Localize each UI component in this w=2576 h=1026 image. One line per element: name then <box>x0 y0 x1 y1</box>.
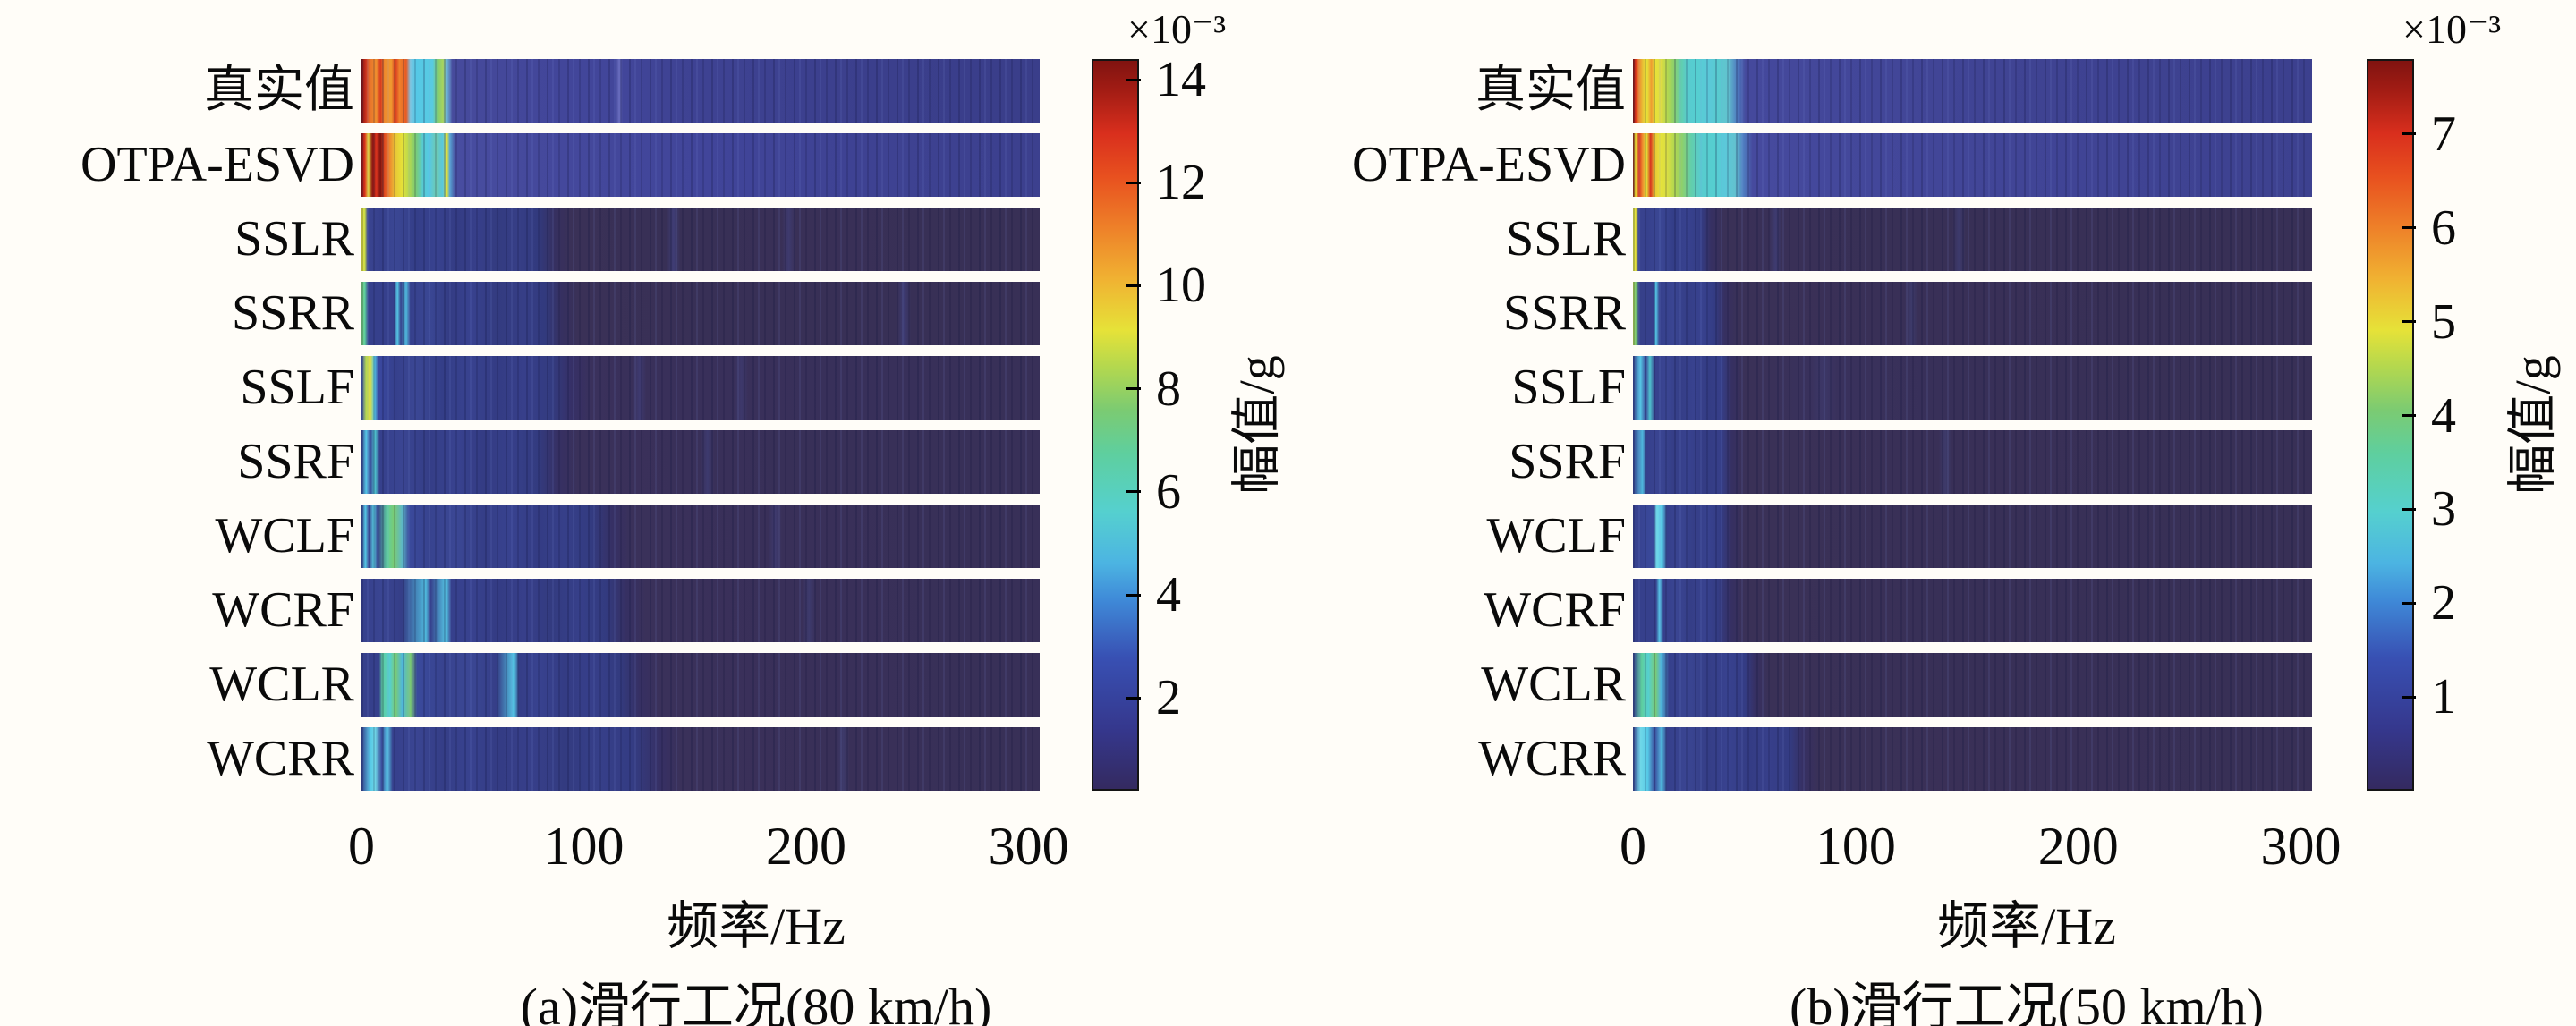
colorbar-tick <box>1126 490 1141 494</box>
heatmap-row <box>1633 727 2312 791</box>
row-label: WCRF <box>212 582 354 638</box>
colorbar-tick <box>2402 414 2416 417</box>
row-label: WCLR <box>209 657 354 712</box>
colorbar-tick <box>2402 132 2416 136</box>
row-label: WCRR <box>1478 731 1626 786</box>
colorbar-tick-label: 6 <box>1156 463 1181 520</box>
colorbar-unit-label: 幅值/g <box>2505 355 2562 495</box>
row-label: SSLF <box>1511 360 1626 415</box>
colorbar-tick-label: 14 <box>1156 52 1206 108</box>
colorbar-tick-label: 8 <box>1156 360 1181 417</box>
colorbar-scale-label: ×10⁻³ <box>1127 6 1227 52</box>
colorbar-tick <box>1126 284 1141 287</box>
row-label: SSLR <box>234 211 354 267</box>
colorbar <box>2367 59 2414 791</box>
panel-caption: (a)滑行工况(80 km/h) <box>520 978 992 1026</box>
colorbar-tick <box>1126 696 1141 700</box>
row-label: SSLF <box>240 360 354 415</box>
heatmap-row <box>1633 59 2312 123</box>
heatmap-row <box>361 727 1040 791</box>
heatmap-row <box>361 430 1040 494</box>
heatmap-row <box>1633 356 2312 420</box>
heatmap-row <box>1633 133 2312 197</box>
colorbar-tick <box>1126 78 1141 81</box>
heatmap-row <box>361 208 1040 271</box>
colorbar-tick <box>1126 181 1141 184</box>
colorbar <box>1092 59 1139 791</box>
colorbar-tick-label: 5 <box>2431 293 2456 350</box>
row-label: OTPA-ESVD <box>1352 137 1626 192</box>
colorbar-tick <box>2402 695 2416 699</box>
heatmap-row <box>361 579 1040 642</box>
colorbar-tick-label: 10 <box>1156 258 1206 314</box>
colorbar-tick <box>2402 226 2416 230</box>
colorbar-scale-label: ×10⁻³ <box>2402 6 2502 52</box>
heatmap-row <box>1633 430 2312 494</box>
row-label: SSRR <box>1503 285 1626 341</box>
colorbar-tick-label: 6 <box>2431 199 2456 256</box>
colorbar-tick <box>2402 601 2416 605</box>
panel-caption: (b)滑行工况(50 km/h) <box>1790 978 2264 1026</box>
heatmap-row <box>361 356 1040 420</box>
x-tick-label: 100 <box>543 817 625 876</box>
colorbar-tick-label: 3 <box>2431 481 2456 538</box>
x-tick-label: 300 <box>988 817 1069 876</box>
x-tick-label: 200 <box>766 817 847 876</box>
x-axis-label: 频率/Hz <box>1937 897 2116 955</box>
colorbar-tick-label: 2 <box>1156 670 1181 726</box>
heatmap-row <box>361 653 1040 717</box>
colorbar-tick-label: 7 <box>2431 106 2456 162</box>
colorbar-tick <box>1126 593 1141 597</box>
colorbar-tick-label: 4 <box>1156 567 1181 623</box>
row-label: WCRR <box>207 731 354 786</box>
heatmap-row <box>1633 505 2312 568</box>
x-axis-label: 频率/Hz <box>667 897 846 955</box>
row-label: SSRF <box>237 434 354 489</box>
x-tick-label: 100 <box>1815 817 1896 876</box>
row-label: WCRF <box>1484 582 1626 638</box>
heatmap-row <box>1633 208 2312 271</box>
colorbar-tick-label: 4 <box>2431 387 2456 444</box>
row-label: SSLR <box>1506 211 1626 267</box>
heatmap-row <box>1633 653 2312 717</box>
colorbar-tick <box>2402 320 2416 324</box>
colorbar-tick-label: 2 <box>2431 575 2456 632</box>
heatmap-row <box>361 282 1040 345</box>
row-label: SSRR <box>232 285 354 341</box>
colorbar-tick-label: 12 <box>1156 155 1206 211</box>
x-tick-label: 0 <box>348 817 375 876</box>
row-label: 真实值 <box>204 63 354 118</box>
row-label: WCLR <box>1481 657 1626 712</box>
row-label: 真实值 <box>1475 63 1626 118</box>
colorbar-tick <box>1126 387 1141 391</box>
row-label: OTPA-ESVD <box>81 137 354 192</box>
colorbar-tick <box>2402 507 2416 511</box>
heatmap-row <box>361 133 1040 197</box>
heatmap-row <box>1633 282 2312 345</box>
row-label: WCLF <box>215 508 354 564</box>
x-tick-label: 300 <box>2260 817 2342 876</box>
colorbar-tick-label: 1 <box>2431 669 2456 725</box>
heatmap-row <box>361 59 1040 123</box>
heatmap-row <box>361 505 1040 568</box>
row-label: SSRF <box>1509 434 1626 489</box>
x-tick-label: 0 <box>1620 817 1646 876</box>
x-tick-label: 200 <box>2037 817 2119 876</box>
row-label: WCLF <box>1486 508 1626 564</box>
heatmap-row <box>1633 579 2312 642</box>
